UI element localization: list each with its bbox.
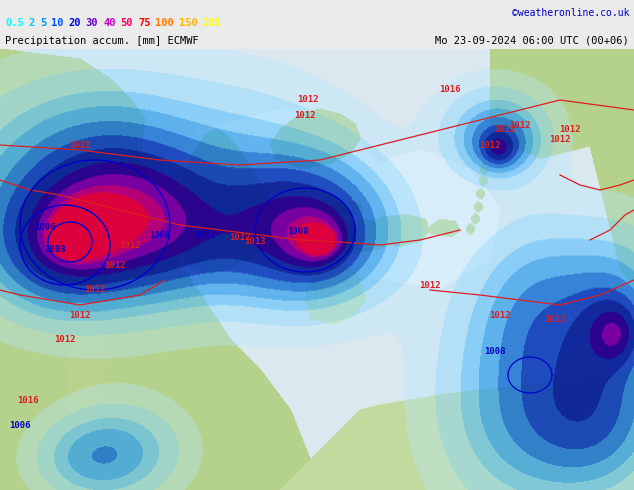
Text: 200: 200 — [203, 18, 221, 28]
Text: 1012: 1012 — [294, 111, 316, 120]
Text: 1012: 1012 — [230, 232, 251, 242]
Text: 5: 5 — [40, 18, 46, 28]
Text: 1012: 1012 — [119, 241, 141, 249]
Text: 1012: 1012 — [495, 125, 515, 134]
Text: 1012: 1012 — [69, 141, 91, 149]
Text: 1012: 1012 — [479, 141, 501, 149]
Text: 1008: 1008 — [287, 227, 309, 237]
Text: 40: 40 — [103, 18, 115, 28]
Text: 30: 30 — [86, 18, 98, 28]
Text: 1012: 1012 — [55, 336, 75, 344]
Text: 75: 75 — [138, 18, 150, 28]
Text: 1012: 1012 — [559, 125, 581, 134]
Text: 1012: 1012 — [194, 230, 216, 240]
Text: 1012: 1012 — [544, 316, 566, 324]
Text: 1012: 1012 — [297, 96, 319, 104]
Text: 150: 150 — [179, 18, 198, 28]
Text: 100: 100 — [155, 18, 174, 28]
Text: 1012: 1012 — [104, 261, 126, 270]
Text: 10: 10 — [51, 18, 63, 28]
Text: 1012: 1012 — [419, 280, 441, 290]
Text: Mo 23-09-2024 06:00 UTC (00+06): Mo 23-09-2024 06:00 UTC (00+06) — [436, 36, 629, 46]
Text: 1016: 1016 — [17, 395, 39, 405]
Text: 1012: 1012 — [84, 286, 106, 294]
Text: 50: 50 — [120, 18, 133, 28]
Text: 1013: 1013 — [244, 238, 266, 246]
Text: 1008: 1008 — [484, 347, 506, 357]
Text: 1008: 1008 — [149, 230, 171, 240]
Text: 1006: 1006 — [10, 420, 31, 430]
Text: 1012: 1012 — [69, 311, 91, 319]
Text: Precipitation accum. [mm] ECMWF: Precipitation accum. [mm] ECMWF — [5, 36, 198, 46]
Text: 1012: 1012 — [549, 136, 571, 145]
Text: 1012: 1012 — [509, 121, 531, 129]
Text: 0.5: 0.5 — [5, 18, 23, 28]
Text: 1006: 1006 — [34, 223, 56, 232]
Text: 1008: 1008 — [44, 245, 66, 254]
Text: 1016: 1016 — [439, 85, 461, 95]
Text: ©weatheronline.co.uk: ©weatheronline.co.uk — [512, 8, 629, 18]
Text: 20: 20 — [68, 18, 81, 28]
Text: 1012: 1012 — [489, 311, 511, 319]
Text: 2: 2 — [29, 18, 35, 28]
